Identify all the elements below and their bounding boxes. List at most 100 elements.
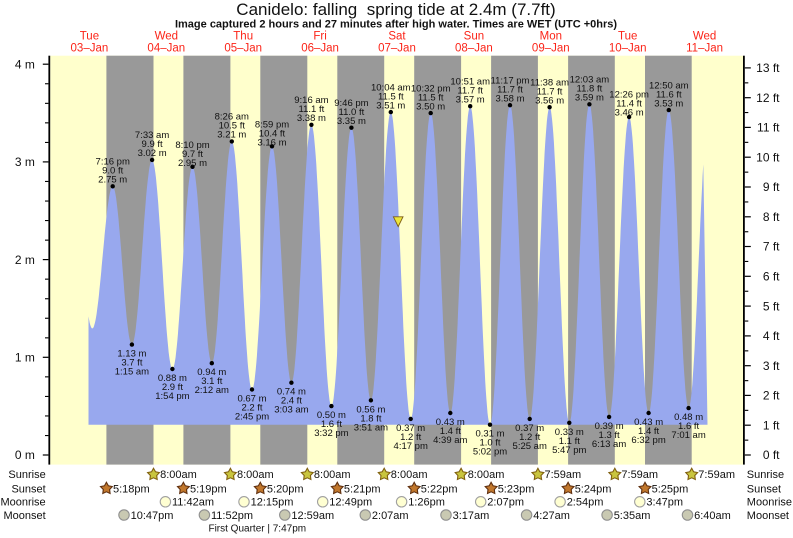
svg-text:11.1 ft: 11.1 ft — [299, 104, 325, 115]
svg-text:Sunrise: Sunrise — [747, 469, 784, 481]
svg-text:6:40am: 6:40am — [694, 510, 731, 522]
svg-text:2:07am: 2:07am — [372, 510, 409, 522]
svg-text:8:10 pm: 8:10 pm — [175, 140, 209, 151]
svg-text:6:32 pm: 6:32 pm — [631, 435, 665, 446]
svg-text:9 ft: 9 ft — [763, 180, 780, 194]
svg-text:08–Jan: 08–Jan — [455, 43, 493, 55]
svg-text:10–Jan: 10–Jan — [609, 43, 647, 55]
svg-text:0.31 m: 0.31 m — [475, 429, 504, 440]
svg-text:3.57 m: 3.57 m — [456, 95, 485, 106]
svg-text:10:32 pm: 10:32 pm — [411, 83, 451, 94]
svg-text:12:15pm: 12:15pm — [251, 497, 294, 509]
svg-text:13 ft: 13 ft — [756, 61, 780, 75]
svg-text:3.46 m: 3.46 m — [615, 107, 644, 118]
svg-text:12:49pm: 12:49pm — [329, 497, 372, 509]
svg-text:10 ft: 10 ft — [756, 150, 780, 164]
svg-text:1.0 ft: 1.0 ft — [479, 438, 500, 449]
svg-text:Image captured 2 hours and 27: Image captured 2 hours and 27 minutes af… — [175, 18, 617, 30]
svg-text:Canidelo: falling spring tide: Canidelo: falling spring tide at 2.4m (7… — [236, 0, 555, 19]
svg-text:11 ft: 11 ft — [757, 121, 780, 135]
svg-text:Mon: Mon — [540, 31, 562, 43]
svg-text:Sunset: Sunset — [747, 483, 781, 495]
svg-text:Sunrise: Sunrise — [8, 469, 45, 481]
svg-text:0.48 m: 0.48 m — [674, 412, 703, 423]
svg-text:2 ft: 2 ft — [763, 389, 780, 403]
svg-text:3.35 m: 3.35 m — [337, 116, 366, 127]
svg-text:9.0 ft: 9.0 ft — [102, 166, 123, 177]
svg-text:0.37 m: 0.37 m — [515, 423, 544, 434]
svg-text:3 ft: 3 ft — [763, 359, 780, 373]
svg-text:5:47 pm: 5:47 pm — [552, 445, 586, 456]
svg-text:1.8 ft: 1.8 ft — [360, 413, 381, 424]
svg-text:1.3 ft: 1.3 ft — [599, 430, 620, 441]
svg-text:12:03 am: 12:03 am — [570, 75, 610, 86]
svg-text:Moonrise: Moonrise — [0, 497, 45, 509]
svg-text:11.7 ft: 11.7 ft — [497, 85, 523, 96]
svg-text:2.75 m: 2.75 m — [98, 175, 127, 186]
svg-text:7:01 am: 7:01 am — [671, 430, 705, 441]
svg-text:First Quarter | 7:47pm: First Quarter | 7:47pm — [208, 524, 306, 535]
svg-text:4 m: 4 m — [15, 57, 35, 71]
svg-text:1.6 ft: 1.6 ft — [678, 421, 699, 432]
svg-text:2.4 ft: 2.4 ft — [281, 396, 302, 407]
svg-text:3:47pm: 3:47pm — [646, 497, 683, 509]
svg-text:7:59am: 7:59am — [698, 469, 735, 481]
svg-text:7 ft: 7 ft — [763, 240, 780, 254]
svg-text:3:03 am: 3:03 am — [274, 405, 308, 416]
svg-text:3.59 m: 3.59 m — [575, 93, 604, 104]
svg-text:3:17am: 3:17am — [453, 510, 490, 522]
svg-text:8:00am: 8:00am — [391, 469, 428, 481]
svg-text:11.0 ft: 11.0 ft — [339, 107, 365, 118]
svg-text:6:13 am: 6:13 am — [592, 439, 626, 450]
svg-text:10.5 ft: 10.5 ft — [219, 121, 246, 132]
svg-text:4:17 pm: 4:17 pm — [394, 441, 428, 452]
svg-text:0.50 m: 0.50 m — [317, 410, 346, 421]
svg-text:3.58 m: 3.58 m — [495, 94, 524, 105]
svg-text:3.38 m: 3.38 m — [297, 113, 326, 124]
svg-text:8:00am: 8:00am — [314, 469, 351, 481]
svg-text:1 ft: 1 ft — [763, 418, 780, 432]
svg-text:0.88 m: 0.88 m — [158, 373, 187, 384]
svg-text:11:17 pm: 11:17 pm — [491, 76, 530, 87]
svg-text:1:54 pm: 1:54 pm — [155, 391, 189, 402]
svg-text:5:23pm: 5:23pm — [498, 483, 535, 495]
svg-text:11.8 ft: 11.8 ft — [577, 84, 603, 95]
svg-text:7:59am: 7:59am — [545, 469, 582, 481]
svg-text:0.67 m: 0.67 m — [237, 394, 266, 405]
svg-text:Fri: Fri — [313, 31, 326, 43]
svg-text:8:00am: 8:00am — [160, 469, 197, 481]
svg-text:06–Jan: 06–Jan — [301, 43, 339, 55]
svg-text:1.2 ft: 1.2 ft — [400, 432, 421, 443]
svg-text:11.6 ft: 11.6 ft — [656, 89, 682, 100]
svg-text:11–Jan: 11–Jan — [686, 43, 723, 55]
svg-text:2:12 am: 2:12 am — [195, 385, 229, 396]
svg-text:10:47pm: 10:47pm — [131, 510, 174, 522]
svg-text:1.2 ft: 1.2 ft — [519, 432, 540, 443]
svg-text:11.5 ft: 11.5 ft — [418, 92, 444, 103]
svg-text:2.2 ft: 2.2 ft — [241, 403, 262, 414]
svg-text:5:35am: 5:35am — [614, 510, 651, 522]
svg-text:1:26pm: 1:26pm — [408, 497, 445, 509]
svg-text:Wed: Wed — [693, 31, 716, 43]
svg-text:04–Jan: 04–Jan — [147, 43, 185, 55]
svg-text:8:00am: 8:00am — [237, 469, 274, 481]
svg-text:5 ft: 5 ft — [763, 299, 780, 313]
svg-text:1.6 ft: 1.6 ft — [321, 419, 342, 430]
svg-text:Sat: Sat — [388, 31, 406, 43]
svg-text:8:00am: 8:00am — [468, 469, 505, 481]
svg-text:5:20pm: 5:20pm — [267, 483, 304, 495]
svg-text:3:32 pm: 3:32 pm — [314, 428, 348, 439]
svg-text:0.39 m: 0.39 m — [595, 421, 624, 432]
svg-text:3.56 m: 3.56 m — [535, 96, 564, 107]
svg-text:0 ft: 0 ft — [763, 448, 780, 462]
svg-text:3.21 m: 3.21 m — [217, 130, 246, 141]
svg-text:5:25 am: 5:25 am — [513, 441, 547, 452]
svg-text:5:21pm: 5:21pm — [344, 483, 381, 495]
svg-text:11.5 ft: 11.5 ft — [378, 91, 404, 102]
svg-text:8 ft: 8 ft — [763, 210, 780, 224]
svg-text:2:07pm: 2:07pm — [487, 497, 524, 509]
svg-text:0.74 m: 0.74 m — [277, 387, 306, 398]
svg-text:0.56 m: 0.56 m — [356, 404, 385, 415]
svg-text:3.50 m: 3.50 m — [416, 101, 445, 112]
svg-text:Moonrise: Moonrise — [747, 497, 792, 509]
